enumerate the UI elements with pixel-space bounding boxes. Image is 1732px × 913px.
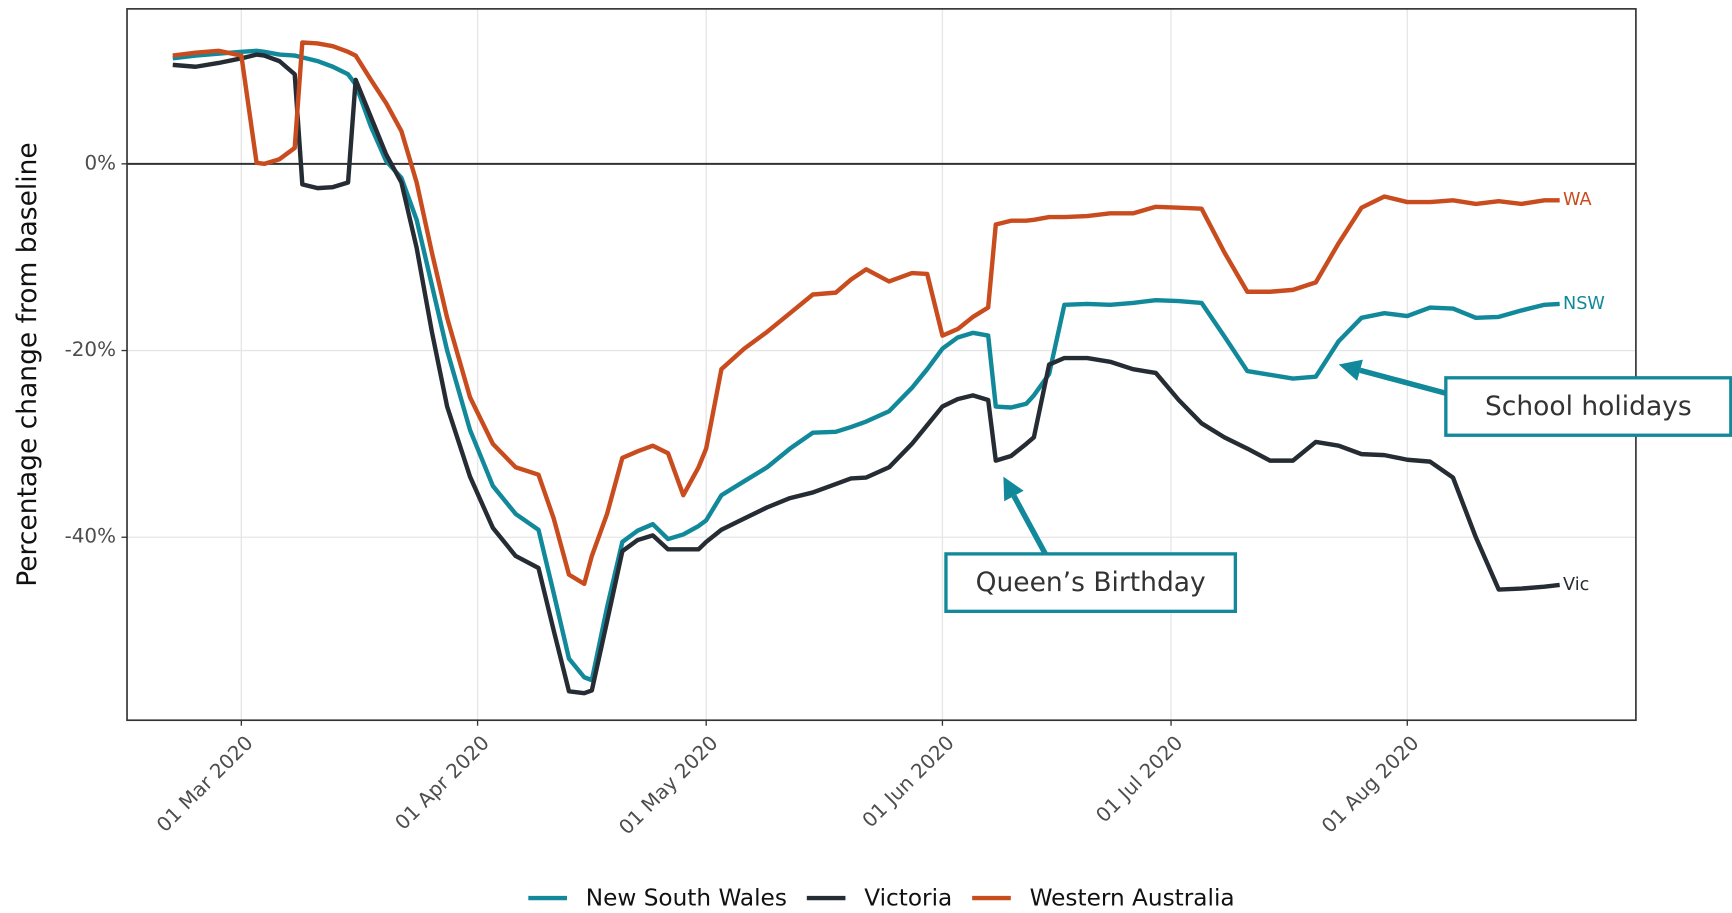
series-line: [172, 48, 1560, 683]
end-label: Vic: [1563, 575, 1589, 595]
x-tick-label: 01 Jul 2020: [1091, 731, 1187, 827]
x-tick-label: 01 Mar 2020: [152, 731, 257, 836]
x-tick-label: 01 Apr 2020: [391, 731, 494, 834]
legend-label: Western Australia: [1030, 885, 1235, 912]
annotation-box: [1444, 376, 1732, 437]
series-line: [172, 40, 1560, 587]
arrow-head: [1003, 476, 1024, 502]
annotation-box: [944, 552, 1238, 613]
series-line: [172, 52, 1560, 696]
end-label: NSW: [1563, 294, 1605, 314]
annotation-arrow: [1011, 494, 1048, 556]
legend: New South Wales Victoria Western Australia: [528, 885, 1235, 912]
plot-border: [126, 8, 1637, 722]
y-tick-label: -20%: [65, 338, 116, 361]
annotation-text: Queen’s Birthday: [976, 567, 1206, 598]
y-tick-label: 0%: [84, 151, 116, 174]
legend-label: New South Wales: [586, 885, 787, 912]
annotation-text: School holidays: [1485, 391, 1692, 422]
arrow-head: [1338, 359, 1363, 381]
x-tick-label: 01 Jun 2020: [858, 731, 959, 832]
legend-label: Victoria: [864, 885, 952, 912]
y-axis-title: Percentage change from baseline: [12, 142, 43, 587]
plot-background: [127, 8, 1636, 721]
annotation-arrow: [1359, 367, 1447, 396]
y-tick-label: -40%: [65, 525, 116, 548]
end-label: WA: [1563, 190, 1592, 210]
x-tick-label: 01 May 2020: [615, 731, 723, 839]
x-tick-label: 01 Aug 2020: [1317, 731, 1423, 837]
